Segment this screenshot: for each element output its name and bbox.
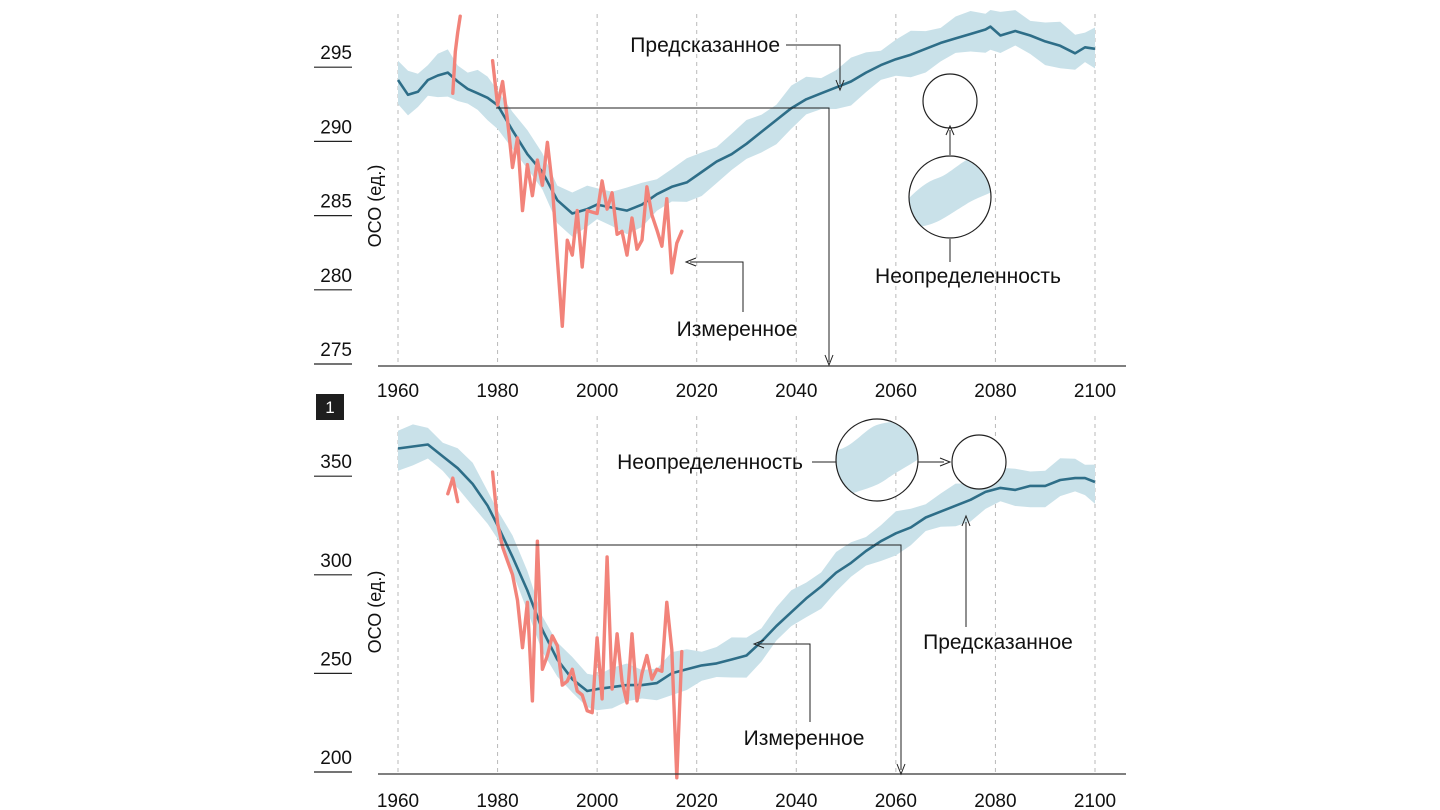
top-measured-leader [690, 261, 744, 312]
measured-series-segment [490, 59, 684, 328]
bottom-measured-arrowhead [752, 639, 765, 649]
top-x-ticks: 1960 1980 2000 2020 2040 2060 2080 2100 [377, 381, 1116, 402]
x-tick-label: 1980 [476, 791, 518, 810]
x-tick-label: 2020 [676, 381, 718, 402]
measured-series-segment [446, 476, 460, 504]
bottom-uncertainty-zoom [812, 418, 1007, 502]
bottom-reference-arrowhead [896, 763, 906, 776]
top-predicted-label: Предсказанное [630, 34, 780, 57]
y-tick-label: 280 [320, 266, 352, 287]
top-measured-arrowhead [684, 257, 697, 267]
x-tick-label: 2020 [676, 791, 718, 810]
bottom-zoom-band-shape [836, 419, 918, 496]
x-tick-label: 2060 [875, 791, 917, 810]
bottom-uncertainty-band [398, 424, 1095, 711]
bottom-predicted-label: Предсказанное [923, 631, 1073, 654]
bottom-measured-leader [758, 643, 811, 722]
top-uncertainty-zoom [908, 73, 992, 262]
top-y-ticks: 275 280 285 290 295 [314, 43, 352, 365]
top-measured-label: Измеренное [677, 318, 798, 341]
x-tick-label: 2040 [775, 381, 817, 402]
bottom-zoom-arrowhead [939, 457, 952, 467]
x-tick-label: 2100 [1074, 791, 1116, 810]
bottom-measured-lines [446, 470, 684, 780]
top-reference-arrowhead [824, 354, 834, 367]
bottom-chart: 1960 1980 2000 2020 2040 2060 2080 2100 200 250 3… [314, 416, 1126, 810]
panel-badge [316, 394, 344, 420]
top-measured-lines [451, 14, 684, 328]
measured-series-segment [451, 14, 462, 95]
x-tick-label: 2080 [974, 381, 1016, 402]
y-tick-label: 250 [320, 649, 352, 670]
top-predicted-line [396, 25, 1096, 215]
y-tick-label: 350 [320, 452, 352, 473]
top-predicted-arrowhead [835, 79, 845, 92]
x-tick-label: 2000 [576, 791, 618, 810]
top-zoom-circle-large [908, 155, 992, 239]
top-reference-line [496, 107, 830, 362]
bottom-predicted-line [397, 443, 1096, 693]
top-chart: 1960 1980 2000 2020 2040 2060 2080 2100 2752802… [314, 10, 1126, 402]
panel-badge-text: 1 [325, 398, 334, 417]
bottom-zoom-circle-large [835, 418, 919, 502]
bottom-uncertainty-label: Неопределенность [617, 451, 803, 474]
bottom-predicted-arrowhead [961, 514, 971, 527]
top-uncertainty-label: Неопределенность [875, 265, 1061, 288]
y-tick-label: 300 [320, 551, 352, 572]
bottom-measured-label: Измеренное [744, 727, 865, 750]
top-y-label: ОСО (ед.) [365, 165, 385, 248]
y-tick-label: 290 [320, 117, 352, 138]
y-tick-label: 275 [320, 340, 352, 361]
x-tick-label: 1980 [476, 381, 518, 402]
top-zoom-band-shape [909, 156, 991, 230]
y-tick-label: 295 [320, 43, 352, 64]
top-predicted-leader [786, 44, 841, 84]
y-tick-label: 200 [320, 748, 352, 769]
measured-series-segment [490, 470, 684, 780]
top-zoom-arrowhead [945, 124, 955, 136]
x-tick-label: 2060 [875, 381, 917, 402]
x-tick-label: 2100 [1074, 381, 1116, 402]
bottom-reference-line [498, 544, 902, 770]
x-tick-label: 1960 [377, 381, 419, 402]
bottom-zoom-circle-small [951, 434, 1007, 490]
x-tick-label: 2000 [576, 381, 618, 402]
bottom-x-ticks: 1960 1980 2000 2020 2040 2060 2080 2100 [377, 791, 1116, 810]
y-tick-label: 285 [320, 192, 352, 213]
top-zoom-circle-small [922, 73, 978, 129]
top-uncertainty-band [398, 10, 1095, 237]
x-tick-label: 2080 [974, 791, 1016, 810]
x-tick-label: 2040 [775, 791, 817, 810]
bottom-y-label: ОСО (ед.) [365, 571, 385, 654]
bottom-y-ticks: 200 250 300 350 [314, 452, 352, 773]
x-tick-label: 1960 [377, 791, 419, 810]
